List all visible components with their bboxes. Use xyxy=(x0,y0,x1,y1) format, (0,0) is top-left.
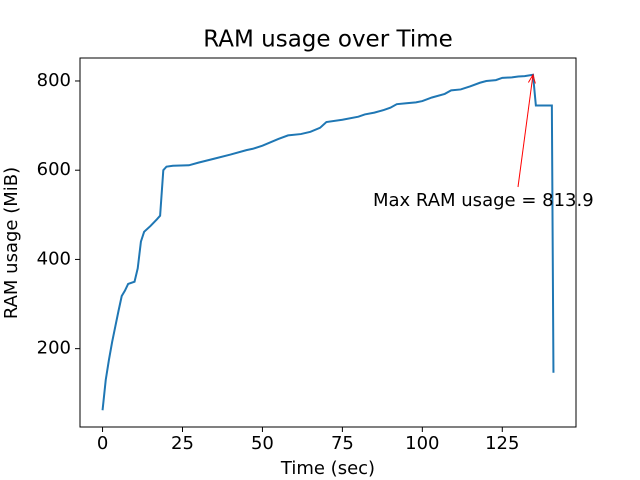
y-tick-label: 800 xyxy=(37,70,71,91)
x-tick-label: 25 xyxy=(171,433,194,454)
annotation-arrow xyxy=(517,74,534,188)
x-tick-label: 0 xyxy=(97,433,108,454)
y-axis-label: RAM usage (MiB) xyxy=(1,167,22,319)
x-tick-label: 50 xyxy=(251,433,274,454)
annotation-text: Max RAM usage = 813.9 xyxy=(373,190,594,211)
annotation-arrowhead xyxy=(527,73,536,84)
x-tick-label: 125 xyxy=(485,433,519,454)
x-axis-label: Time (sec) xyxy=(280,458,375,479)
y-tick-label: 400 xyxy=(37,248,71,269)
chart-title: RAM usage over Time xyxy=(203,27,453,53)
x-tick-label: 100 xyxy=(405,433,439,454)
y-tick-label: 200 xyxy=(37,338,71,359)
plot-frame xyxy=(79,57,577,428)
data-line xyxy=(101,73,555,411)
x-tick-label: 75 xyxy=(331,433,354,454)
y-tick-label: 600 xyxy=(37,159,71,180)
